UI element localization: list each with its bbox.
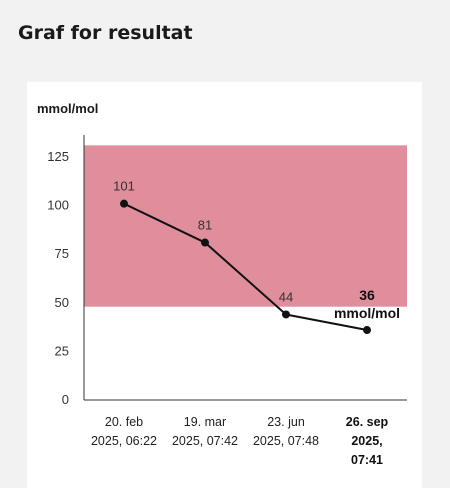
reference-range-band bbox=[84, 145, 407, 307]
x-category-time: 2025, 07:48 bbox=[253, 434, 319, 448]
page-title: Graf for resultat bbox=[18, 22, 193, 44]
x-category-date: 20. feb bbox=[105, 415, 143, 429]
y-tick-label: 0 bbox=[62, 392, 69, 407]
data-label-value: 36 bbox=[359, 287, 375, 303]
data-point bbox=[282, 310, 290, 319]
data-label-value: 44 bbox=[279, 289, 293, 304]
data-point bbox=[201, 238, 209, 247]
y-tick-label: 50 bbox=[55, 295, 69, 310]
x-category-date: 19. mar bbox=[184, 415, 226, 429]
y-tick-label: 125 bbox=[47, 149, 69, 164]
data-label-value: 101 bbox=[113, 179, 135, 194]
x-category-date: 23. jun bbox=[267, 415, 305, 429]
chart-panel: mmol/mol 0 25 50 75 100 125 101 20. feb 2025, 0… bbox=[27, 82, 422, 488]
y-tick-label: 75 bbox=[55, 246, 69, 261]
x-category-date: 26. sep bbox=[346, 415, 389, 429]
y-tick-label: 25 bbox=[55, 343, 69, 358]
x-category-time: 2025, 07:42 bbox=[172, 434, 238, 448]
data-label-unit: mmol/mol bbox=[334, 305, 400, 321]
x-category-time: 2025, 06:22 bbox=[91, 434, 157, 448]
data-label-value: 81 bbox=[198, 218, 212, 233]
result-series-line bbox=[123, 202, 368, 331]
y-axis-unit-label: mmol/mol bbox=[37, 101, 98, 116]
result-chart: mmol/mol 0 25 50 75 100 125 101 20. feb 2025, 0… bbox=[37, 101, 407, 467]
data-point bbox=[363, 326, 371, 335]
y-tick-label: 100 bbox=[47, 198, 69, 213]
data-point bbox=[120, 199, 128, 208]
x-category-time: 2025, bbox=[351, 434, 382, 448]
x-category-time: 07:41 bbox=[351, 453, 383, 467]
